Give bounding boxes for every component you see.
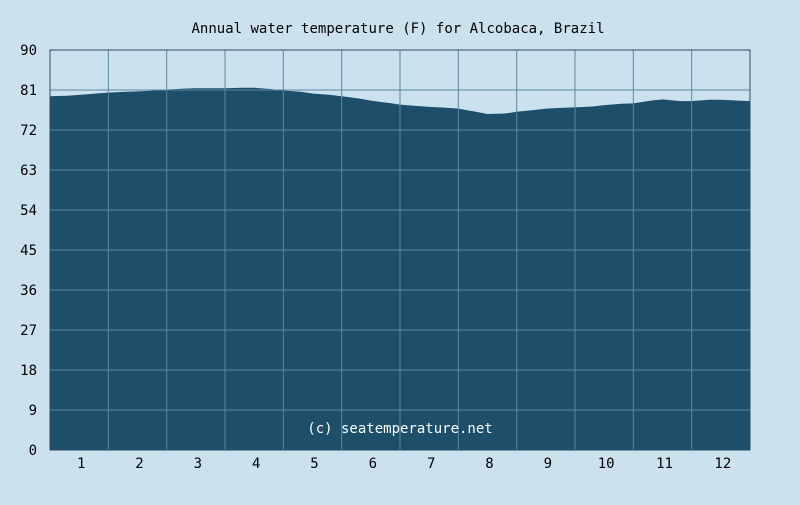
x-tick-label: 4 — [252, 456, 260, 472]
chart-title: Annual water temperature (F) for Alcobac… — [191, 21, 604, 37]
x-tick-label: 11 — [656, 456, 673, 472]
x-tick-label: 3 — [194, 456, 202, 472]
y-tick-label: 63 — [20, 163, 37, 179]
grid-lines — [50, 49, 750, 451]
x-tick-label: 6 — [369, 456, 377, 472]
x-axis-tick-labels: 1 2 3 4 5 6 7 8 9 10 11 12 — [77, 456, 731, 472]
x-tick-label: 2 — [135, 456, 143, 472]
y-tick-label: 0 — [29, 443, 37, 459]
x-tick-label: 9 — [544, 456, 552, 472]
y-tick-label: 90 — [20, 43, 37, 59]
y-tick-label: 81 — [20, 83, 37, 99]
y-tick-label: 9 — [29, 403, 37, 419]
y-tick-label: 27 — [20, 323, 37, 339]
y-axis-tick-labels: 0 9 18 27 36 45 54 63 72 81 90 — [20, 43, 37, 459]
watermark-text: (c) seatemperature.net — [307, 421, 492, 437]
y-tick-label: 45 — [20, 243, 37, 259]
plot-border — [49, 49, 751, 451]
x-tick-label: 12 — [714, 456, 731, 472]
x-tick-label: 5 — [310, 456, 318, 472]
y-tick-label: 18 — [20, 363, 37, 379]
x-tick-label: 1 — [77, 456, 85, 472]
y-tick-label: 36 — [20, 283, 37, 299]
x-tick-label: 7 — [427, 456, 435, 472]
y-tick-label: 72 — [20, 123, 37, 139]
y-tick-label: 54 — [20, 203, 37, 219]
x-tick-label: 8 — [485, 456, 493, 472]
x-tick-label: 10 — [598, 456, 615, 472]
